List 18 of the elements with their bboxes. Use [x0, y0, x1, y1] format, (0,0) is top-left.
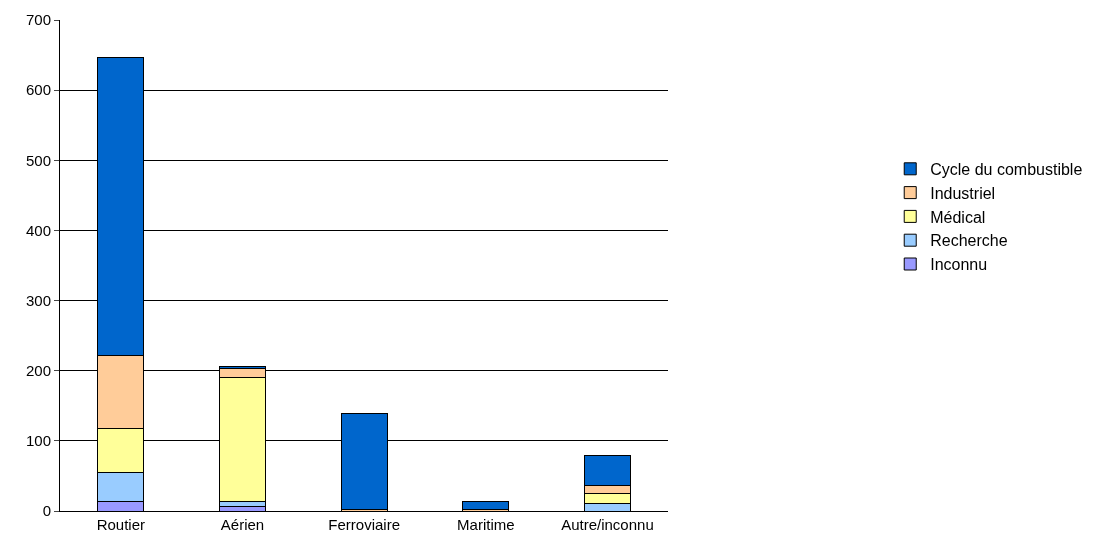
legend-label: Industriel	[930, 184, 996, 202]
legend-label: Recherche	[930, 232, 1008, 250]
y-tick-label: 200	[25, 361, 51, 379]
x-tick-label: Maritime	[457, 516, 515, 533]
y-tick-label: 300	[25, 291, 51, 309]
x-tick-label: Aérien	[220, 516, 265, 533]
legend-label: Cycle du combustible	[930, 161, 1083, 179]
x-tick-label: Routier	[96, 516, 146, 533]
y-tick-label: 500	[25, 151, 51, 169]
x-tick-label: Ferroviaire	[328, 516, 400, 533]
y-tick-label: 100	[25, 432, 51, 450]
y-tick-label: 600	[25, 81, 51, 99]
y-tick-label: 400	[25, 221, 51, 239]
legend-label: Inconnu	[930, 256, 988, 274]
y-tick-label: 0	[42, 502, 51, 520]
x-tick-label: Autre/inconnu	[561, 516, 654, 533]
y-tick-label: 700	[25, 11, 51, 29]
legend-label: Médical	[930, 208, 986, 226]
